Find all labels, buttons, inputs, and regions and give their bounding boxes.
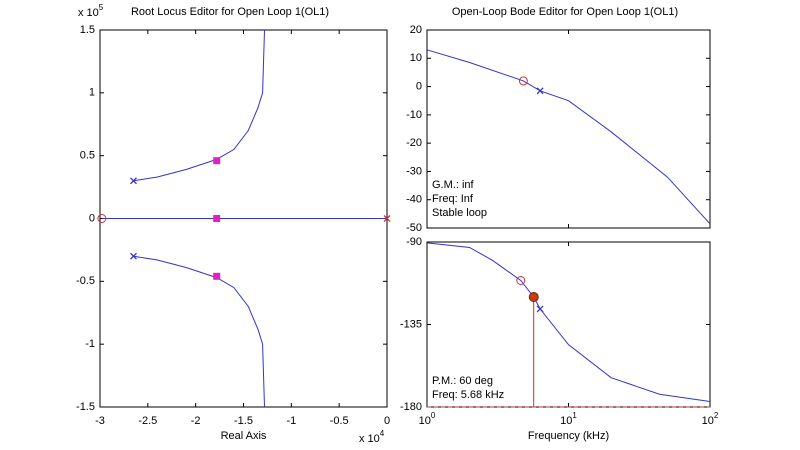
x-tick-label: 100 <box>419 411 436 427</box>
plot: Open-Loop Bode Editor for Open Loop 1(OL… <box>406 6 711 234</box>
x-axis-label: Real Axis <box>221 430 267 442</box>
square-marker <box>213 157 221 165</box>
x-tick-label: -1.5 <box>234 415 253 427</box>
y-tick-label: 1.5 <box>80 24 95 36</box>
locus-line <box>133 255 265 408</box>
annotation: Freq: Inf <box>432 193 474 205</box>
x-tick-label: 102 <box>702 411 719 427</box>
y-tick-label: -1 <box>85 338 95 350</box>
circle-marker <box>518 76 528 86</box>
plot: -180 -135 -90 100 101 102 Frequency (kHz) P.M.:… <box>400 236 719 442</box>
x-tick-label: -0.5 <box>330 415 349 427</box>
x-tick-label: 0 <box>384 415 390 427</box>
circle-marker <box>516 276 526 285</box>
x-tick-label: -2.5 <box>138 415 157 427</box>
y-tick-label: -50 <box>406 222 422 234</box>
y-tick-label: -40 <box>406 194 422 206</box>
y-tick-label: -30 <box>406 165 422 177</box>
x-marker <box>130 252 137 260</box>
locus-line <box>133 29 265 182</box>
y-tick-label: -10 <box>406 109 422 121</box>
x-axis-label: Frequency (kHz) <box>528 430 609 442</box>
x-marker <box>536 87 544 95</box>
y-tick-label: -90 <box>406 236 422 248</box>
y-tick-label: -180 <box>400 401 422 413</box>
y-tick-label: -20 <box>406 137 422 149</box>
y-tick-label: -135 <box>400 318 422 330</box>
annotation: P.M.: 60 deg <box>432 375 493 387</box>
y-tick-label: 0 <box>89 212 95 224</box>
square-marker <box>213 272 221 280</box>
plot-title: Root Locus Editor for Open Loop 1(OL1) <box>131 6 329 18</box>
x-tick-label: -1 <box>286 415 296 427</box>
x-tick-label: -3 <box>95 415 105 427</box>
square-marker <box>213 215 221 222</box>
x-marker <box>130 177 137 185</box>
x-tick-label: -2 <box>191 415 201 427</box>
dot-marker <box>528 292 539 302</box>
y-tick-label: -0.5 <box>76 275 95 287</box>
y-tick-label: 20 <box>410 24 422 36</box>
x-marker <box>536 305 544 313</box>
x-tick-label: 101 <box>560 411 577 427</box>
plot-title: Open-Loop Bode Editor for Open Loop 1(OL… <box>452 6 678 18</box>
locus-line <box>426 49 711 225</box>
annotation: Freq: 5.68 kHz <box>432 389 504 401</box>
plot-frame <box>426 241 711 408</box>
x-marker <box>383 215 391 222</box>
annotation: Stable loop <box>432 207 487 219</box>
y-tick-label: -1.5 <box>76 401 95 413</box>
y-multiplier: x 105 <box>78 3 104 19</box>
x-multiplier: x 104 <box>359 429 385 445</box>
circle-marker <box>97 214 107 223</box>
locus-line <box>426 242 711 402</box>
y-tick-label: 1 <box>89 87 95 99</box>
y-tick-label: 10 <box>410 52 422 64</box>
annotation: G.M.: inf <box>432 179 475 191</box>
plot: Root Locus Editor for Open Loop 1(OL1) -1… <box>76 3 391 445</box>
y-tick-label: 0 <box>416 80 422 92</box>
y-tick-label: 0.5 <box>80 150 95 162</box>
